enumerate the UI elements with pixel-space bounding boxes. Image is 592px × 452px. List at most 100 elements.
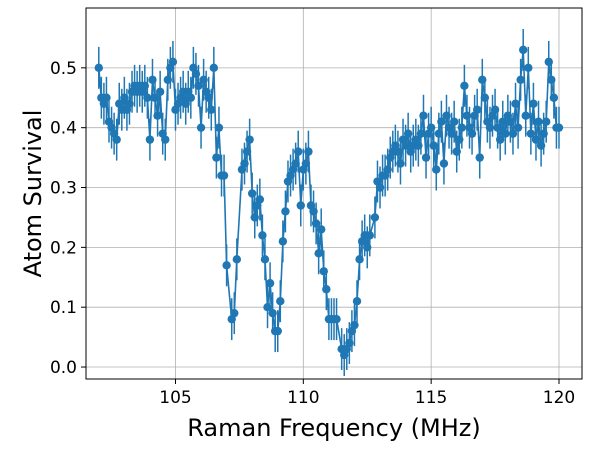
data-point (524, 63, 533, 73)
data-point (322, 285, 331, 294)
data-point (204, 93, 213, 102)
data-point (163, 75, 173, 85)
data-point (383, 165, 392, 174)
data-point (539, 129, 548, 138)
data-point (309, 207, 318, 216)
data-point (495, 135, 505, 144)
data-point (460, 81, 469, 90)
data-point (153, 111, 162, 120)
data-point (365, 231, 374, 240)
data-point (191, 69, 201, 79)
data-point (273, 326, 282, 336)
data-point (112, 135, 121, 144)
data-point (145, 135, 155, 144)
data-point (181, 99, 190, 108)
data-point (511, 99, 520, 108)
data-point (120, 93, 129, 102)
data-point (455, 135, 464, 144)
data-point (432, 165, 441, 174)
data-point (212, 153, 221, 162)
data-point (434, 129, 444, 138)
data-point (281, 207, 290, 216)
y-tick-label: 0.4 (50, 119, 77, 139)
data-point (314, 249, 323, 258)
data-point (168, 57, 178, 67)
data-point (375, 183, 385, 192)
data-point (291, 159, 300, 168)
data-point (513, 123, 523, 132)
data-point (209, 63, 219, 73)
data-point (268, 308, 277, 318)
data-point (426, 123, 436, 132)
x-tick-label: 105 (159, 388, 191, 408)
data-point (544, 57, 553, 67)
data-point (363, 243, 372, 252)
data-point (547, 75, 556, 85)
data-point (439, 159, 449, 168)
data-point (245, 135, 254, 144)
data-point (355, 255, 364, 264)
data-point (311, 219, 321, 228)
data-point (518, 45, 528, 55)
x-tick-label: 115 (415, 388, 447, 408)
y-axis-ticks: 0.0 0.1 0.2 0.3 0.4 0.5 (50, 59, 86, 378)
data-point (501, 129, 510, 138)
data-point (317, 225, 326, 234)
x-axis-title: Raman Frequency (MHz) (187, 414, 480, 442)
data-point (258, 231, 267, 240)
data-point (437, 117, 446, 126)
x-axis-ticks: 105 110 115 120 (159, 379, 575, 408)
x-tick-label: 120 (543, 388, 575, 408)
data-point (94, 63, 103, 73)
data-point (506, 117, 515, 126)
data-point (521, 111, 530, 120)
y-tick-label: 0.2 (50, 238, 77, 258)
data-point (429, 141, 438, 150)
data-point (472, 105, 482, 114)
data-point (255, 195, 265, 204)
data-point (526, 129, 536, 138)
y-tick-label: 0.0 (50, 358, 77, 378)
data-point (480, 93, 490, 102)
data-point (447, 129, 456, 138)
data-point (401, 141, 410, 150)
data-point (232, 255, 242, 264)
data-point (265, 279, 275, 288)
data-markers (94, 45, 564, 360)
data-point (150, 93, 160, 102)
data-point (301, 159, 311, 168)
data-point (332, 314, 341, 324)
data-point (352, 297, 362, 306)
data-point (393, 147, 403, 156)
data-point (542, 117, 551, 126)
y-tick-label: 0.1 (50, 298, 77, 318)
data-point (490, 105, 500, 114)
data-point (240, 159, 249, 168)
data-point (457, 123, 467, 132)
data-point (196, 123, 206, 132)
data-point (345, 338, 354, 348)
data-point (199, 75, 208, 85)
data-point (278, 237, 288, 246)
data-point (125, 99, 134, 108)
data-point (140, 81, 150, 90)
data-point (534, 117, 543, 126)
data-point (242, 147, 252, 156)
data-point (319, 267, 328, 276)
data-point (155, 87, 165, 96)
data-point (250, 213, 259, 222)
data-point (516, 75, 525, 85)
data-point (263, 302, 272, 312)
data-point (194, 81, 203, 90)
data-point (485, 123, 495, 132)
data-point (143, 93, 152, 102)
data-point (414, 141, 423, 150)
data-point (493, 123, 502, 132)
data-point (207, 105, 216, 114)
data-point (370, 213, 380, 222)
data-point (478, 75, 487, 85)
y-axis-title: Atom Survival (19, 110, 47, 278)
data-point (419, 111, 428, 120)
data-point (148, 75, 157, 85)
